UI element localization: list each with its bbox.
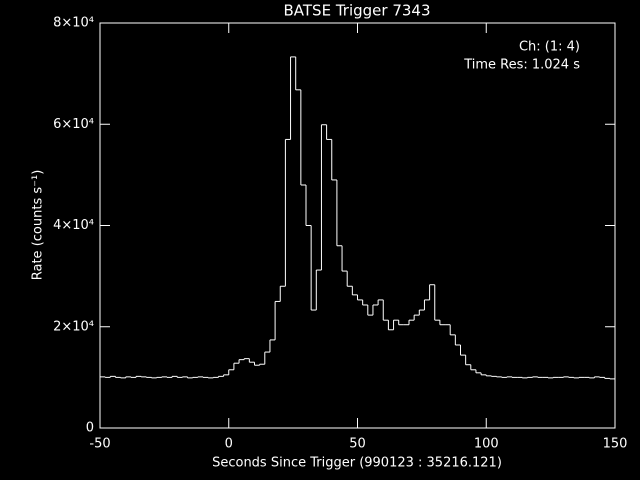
y-tick-label: 4×10⁴ <box>53 218 94 233</box>
y-tick-label: 2×10⁴ <box>53 319 94 334</box>
annotation: Time Res: 1.024 s <box>463 58 580 73</box>
x-tick-label: 100 <box>474 437 499 452</box>
annotation: Ch: (1: 4) <box>519 40 580 55</box>
y-tick-label: 6×10⁴ <box>53 117 94 132</box>
x-tick-label: 50 <box>349 437 366 452</box>
x-tick-label: -50 <box>89 437 110 452</box>
y-tick-label: 0 <box>86 421 94 436</box>
chart-title: BATSE Trigger 7343 <box>284 2 431 20</box>
x-tick-label: 0 <box>225 437 233 452</box>
x-axis-label: Seconds Since Trigger (990123 : 35216.12… <box>212 456 502 471</box>
y-tick-label: 8×10⁴ <box>53 16 94 31</box>
y-axis-label: Rate (counts s⁻¹) <box>31 170 46 281</box>
x-tick-label: 150 <box>603 437 628 452</box>
